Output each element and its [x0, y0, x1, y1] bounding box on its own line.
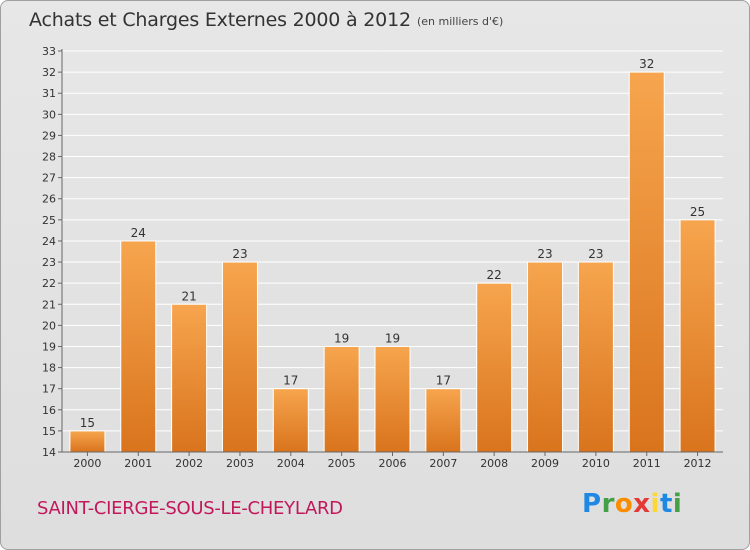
bar-value-label: 19: [334, 331, 349, 345]
y-tick-label: 14: [42, 446, 56, 459]
y-tick-label: 31: [42, 87, 56, 100]
bar-value-label: 15: [80, 416, 95, 430]
bar: [272, 388, 309, 453]
y-tick-label: 20: [42, 319, 56, 332]
y-tick-label: 17: [42, 383, 56, 396]
bar: [323, 345, 360, 453]
logo-letter: x: [633, 489, 651, 519]
x-tick-label: 2002: [175, 457, 203, 470]
bar: [476, 282, 513, 453]
y-tick-label: 30: [42, 108, 56, 121]
x-tick-label: 2003: [226, 457, 254, 470]
labels: 14 15 16 17 18 19 20 21 22 23 24 25 26 27 28 29 30 31 32 33…: [42, 45, 712, 470]
x-tick-label: 2010: [582, 457, 610, 470]
x-tick-label: 2005: [328, 457, 356, 470]
bar-value-label: 21: [181, 289, 196, 303]
logo-letter: P: [582, 489, 602, 519]
chart-unit-note: (en milliers d'€): [417, 15, 504, 28]
bar: [221, 261, 258, 453]
proxiti-logo: Proxiti: [582, 489, 682, 519]
town-name: SAINT-CIERGE-SOUS-LE-CHEYLARD: [37, 498, 343, 519]
axes: [58, 49, 723, 456]
bar-value-label: 23: [588, 247, 603, 261]
bar-value-label: 25: [690, 205, 705, 219]
logo-letter: o: [614, 489, 634, 519]
logo-letter: t: [659, 489, 673, 519]
x-tick-label: 2012: [684, 457, 712, 470]
y-tick-label: 24: [42, 235, 56, 248]
bar: [628, 71, 665, 453]
chart-title: Achats et Charges Externes 2000 à 2012: [29, 9, 411, 31]
x-tick-label: 2009: [531, 457, 559, 470]
y-tick-label: 23: [42, 256, 56, 269]
x-tick-label: 2007: [429, 457, 457, 470]
x-tick-label: 2006: [379, 457, 407, 470]
y-tick-label: 29: [42, 129, 56, 142]
y-tick-label: 21: [42, 298, 56, 311]
bar: [69, 430, 106, 453]
bar: [374, 345, 411, 453]
bar: [171, 303, 208, 453]
y-tick-label: 18: [42, 362, 56, 375]
bar: [527, 261, 564, 453]
bar: [577, 261, 614, 453]
y-tick-label: 15: [42, 425, 56, 438]
logo-letter: r: [601, 489, 615, 519]
bar-value-label: 19: [385, 331, 400, 345]
bar-value-label: 24: [131, 226, 146, 240]
x-tick-label: 2000: [73, 457, 101, 470]
y-tick-label: 19: [42, 340, 56, 353]
x-tick-label: 2001: [124, 457, 152, 470]
bars: [69, 71, 716, 453]
y-tick-label: 27: [42, 172, 56, 185]
bar-value-label: 23: [537, 247, 552, 261]
x-tick-label: 2011: [633, 457, 661, 470]
bar: [425, 388, 462, 453]
bar-value-label: 32: [639, 57, 654, 71]
y-tick-label: 22: [42, 277, 56, 290]
y-tick-label: 26: [42, 193, 56, 206]
y-tick-label: 33: [42, 45, 56, 58]
bar-value-label: 23: [232, 247, 247, 261]
y-tick-label: 25: [42, 214, 56, 227]
bar-value-label: 22: [487, 268, 502, 282]
x-tick-label: 2004: [277, 457, 305, 470]
x-tick-label: 2008: [480, 457, 508, 470]
bar-value-label: 17: [436, 374, 451, 388]
bar: [679, 219, 716, 453]
bar-value-label: 17: [283, 374, 298, 388]
bar: [120, 240, 157, 453]
y-tick-label: 16: [42, 404, 56, 417]
y-tick-label: 32: [42, 66, 56, 79]
logo-letter: i: [672, 489, 683, 519]
logo-letter: i: [650, 489, 660, 519]
y-tick-label: 28: [42, 151, 56, 164]
